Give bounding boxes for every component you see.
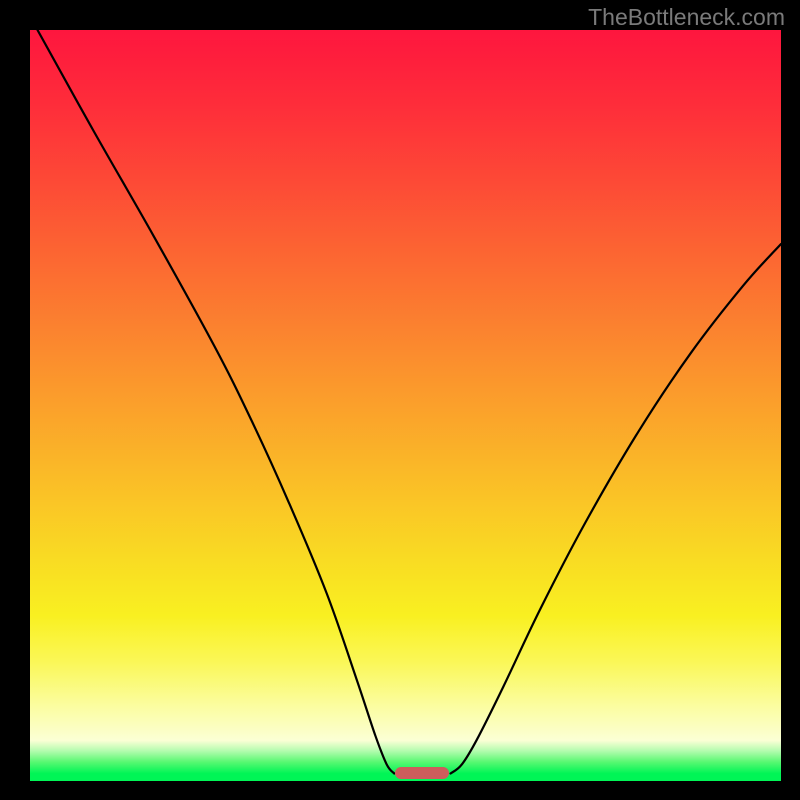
curve-left-branch [38,30,395,773]
chart-stage: TheBottleneck.com [0,0,800,800]
bottleneck-marker [395,767,449,779]
curve-right-branch [451,244,781,773]
watermark-text: TheBottleneck.com [588,4,785,31]
bottleneck-curve [30,30,781,781]
plot-area [30,30,781,781]
